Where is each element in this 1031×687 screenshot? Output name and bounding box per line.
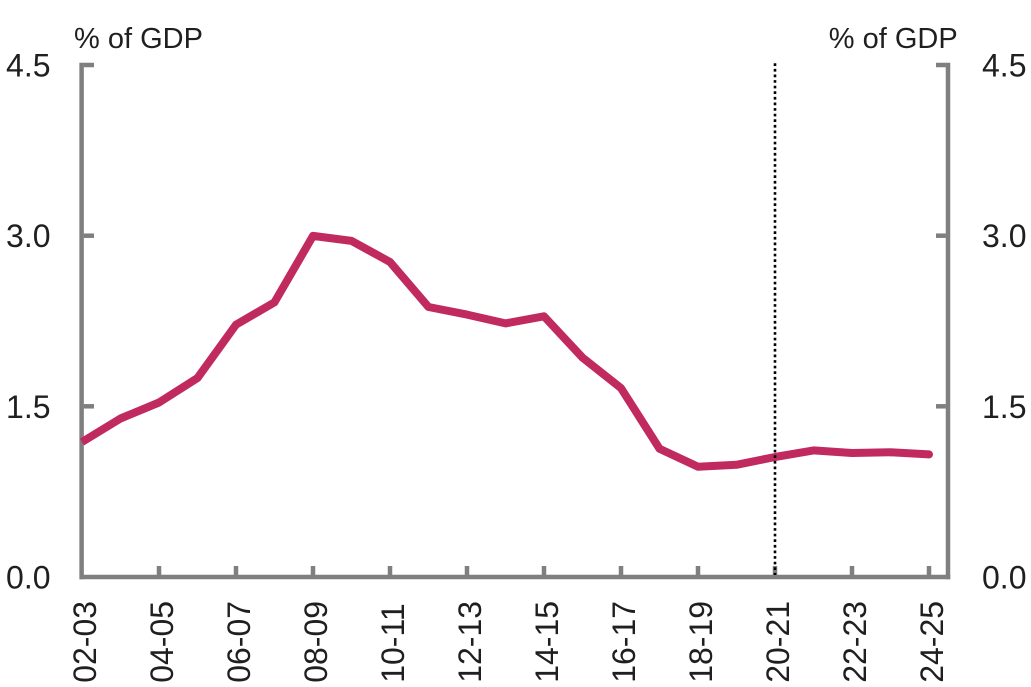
svg-text:0.0: 0.0 — [6, 560, 50, 596]
svg-text:20-21: 20-21 — [760, 601, 796, 683]
svg-text:1.5: 1.5 — [982, 389, 1026, 425]
svg-text:4.5: 4.5 — [6, 48, 50, 84]
svg-text:08-09: 08-09 — [298, 601, 334, 683]
svg-text:4.5: 4.5 — [982, 48, 1026, 84]
svg-text:24-25: 24-25 — [914, 601, 950, 683]
svg-text:02-03: 02-03 — [67, 601, 103, 683]
svg-text:12-13: 12-13 — [452, 601, 488, 683]
svg-text:04-05: 04-05 — [144, 601, 180, 683]
svg-text:18-19: 18-19 — [683, 601, 719, 683]
svg-text:22-23: 22-23 — [837, 601, 873, 683]
svg-text:% of GDP: % of GDP — [829, 23, 958, 55]
svg-text:3.0: 3.0 — [6, 218, 50, 254]
svg-text:06-07: 06-07 — [221, 601, 257, 683]
svg-text:10-11: 10-11 — [375, 603, 411, 682]
svg-text:14-15: 14-15 — [529, 601, 565, 683]
svg-text:1.5: 1.5 — [6, 389, 50, 425]
svg-text:3.0: 3.0 — [982, 218, 1026, 254]
svg-text:16-17: 16-17 — [606, 601, 642, 683]
svg-text:0.0: 0.0 — [982, 560, 1026, 596]
svg-text:% of GDP: % of GDP — [74, 23, 203, 55]
